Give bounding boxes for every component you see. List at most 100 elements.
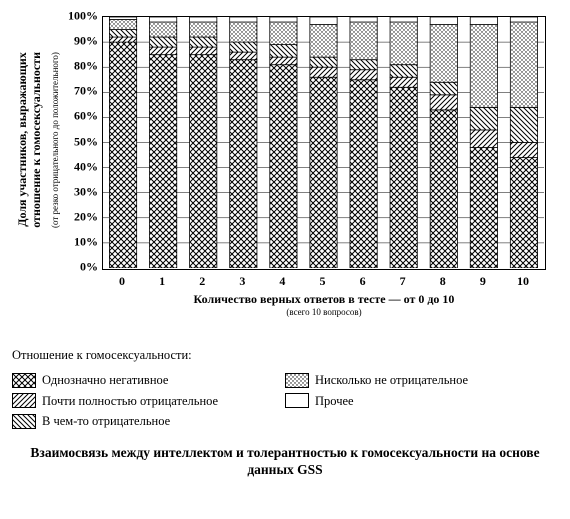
bar-segment <box>109 20 136 30</box>
legend-item: Почти полностью отрицательное <box>12 392 285 411</box>
bar-segment <box>230 22 257 42</box>
x-tick-label: 5 <box>320 274 326 289</box>
legend-item: Прочее <box>285 392 558 411</box>
bar-segment <box>270 57 297 65</box>
legend-label: Однозначно негативное <box>42 371 168 390</box>
x-tick-label: 1 <box>159 274 165 289</box>
legend-item: Однозначно негативное <box>12 371 285 390</box>
y-tick-label: 20% <box>74 209 98 224</box>
bar-segment <box>470 148 497 268</box>
legend-label: В чем-то отрицательное <box>42 412 170 431</box>
y-tick-label: 90% <box>74 34 98 49</box>
legend-label: Нисколько не отрицательное <box>315 371 468 390</box>
x-tick-label: 3 <box>239 274 245 289</box>
bar-segment <box>310 57 337 67</box>
y-tick-label: 100% <box>68 9 98 24</box>
bar-segment <box>150 47 177 55</box>
x-tick-label: 8 <box>440 274 446 289</box>
bar-segment <box>270 17 297 22</box>
dots-icon <box>285 373 309 388</box>
y-tick-label: 0% <box>80 260 98 275</box>
y-axis-subtitle: (от резко отрицательного до положительно… <box>48 10 62 270</box>
bar-segment <box>310 25 337 58</box>
y-tick-label: 10% <box>74 234 98 249</box>
bar-segment <box>510 158 537 268</box>
legend-label: Прочее <box>315 392 354 411</box>
bar-segment <box>350 22 377 60</box>
diag-tl-br-icon <box>12 414 36 429</box>
bar-segment <box>270 65 297 268</box>
bar-segment <box>190 37 217 47</box>
bar-segment <box>390 65 417 78</box>
bar-segment <box>109 30 136 38</box>
bar-segment <box>230 17 257 22</box>
legend-item: Нисколько не отрицательное <box>285 371 558 390</box>
bar-segment <box>270 45 297 58</box>
bar-segment <box>150 22 177 37</box>
bar-segment <box>430 17 457 25</box>
x-tick-label: 6 <box>360 274 366 289</box>
bar-segment <box>510 17 537 22</box>
bar-segment <box>430 110 457 268</box>
bar-segment <box>350 70 377 80</box>
bar-segment <box>310 17 337 25</box>
bar-segment <box>310 67 337 77</box>
bar-segment <box>430 25 457 83</box>
bar-segment <box>109 37 136 42</box>
bar-segment <box>190 22 217 37</box>
bar-segment <box>310 77 337 268</box>
y-tick-label: 80% <box>74 59 98 74</box>
bar-segment <box>109 42 136 268</box>
bar-segment <box>270 22 297 45</box>
bar-segment <box>390 22 417 65</box>
x-tick-label: 4 <box>279 274 285 289</box>
bars-svg <box>103 17 544 268</box>
bar-segment <box>150 17 177 22</box>
bar-segment <box>350 17 377 22</box>
legend-heading: Отношение к гомосексуальности: <box>12 346 558 365</box>
bar-segment <box>190 17 217 22</box>
plot-area <box>102 16 546 270</box>
legend: Отношение к гомосексуальности: Однозначн… <box>12 346 558 433</box>
x-tick-label: 0 <box>119 274 125 289</box>
bar-segment <box>230 52 257 60</box>
x-axis-title: Количество верных ответов в тесте — от 0… <box>102 292 546 307</box>
x-axis-subtitle: (всего 10 вопросов) <box>102 307 546 317</box>
x-tick-label: 7 <box>400 274 406 289</box>
x-tick-label: 10 <box>517 274 529 289</box>
bar-segment <box>230 42 257 52</box>
bar-segment <box>230 60 257 268</box>
x-tick-label: 2 <box>199 274 205 289</box>
bar-segment <box>470 17 497 25</box>
y-tick-label: 60% <box>74 109 98 124</box>
bars <box>109 17 537 268</box>
bar-segment <box>190 47 217 55</box>
y-tick-label: 70% <box>74 84 98 99</box>
diag-bl-tr-icon <box>12 393 36 408</box>
crosshatch-icon <box>12 373 36 388</box>
bar-segment <box>390 77 417 87</box>
bar-segment <box>430 82 457 95</box>
blank-icon <box>285 393 309 408</box>
bar-segment <box>150 55 177 268</box>
y-tick-label: 30% <box>74 184 98 199</box>
figure-root: Доля участников, выражающих отношение к … <box>0 0 570 519</box>
figure-caption: Взаимосвязь между интеллектом и толерант… <box>12 445 558 479</box>
y-axis-title: Доля участников, выражающих отношение к … <box>8 10 52 270</box>
bar-segment <box>150 37 177 47</box>
bar-segment <box>350 60 377 70</box>
bar-segment <box>510 143 537 158</box>
bar-segment <box>190 55 217 268</box>
legend-item: В чем-то отрицательное <box>12 412 285 431</box>
bar-segment <box>510 22 537 107</box>
bar-segment <box>470 107 497 130</box>
bar-segment <box>430 95 457 110</box>
bar-segment <box>470 130 497 148</box>
legend-label: Почти полностью отрицательное <box>42 392 218 411</box>
bar-segment <box>350 80 377 268</box>
bar-segment <box>390 17 417 22</box>
x-tick-label: 9 <box>480 274 486 289</box>
bar-segment <box>470 25 497 108</box>
bar-segment <box>109 17 136 20</box>
bar-segment <box>390 87 417 268</box>
